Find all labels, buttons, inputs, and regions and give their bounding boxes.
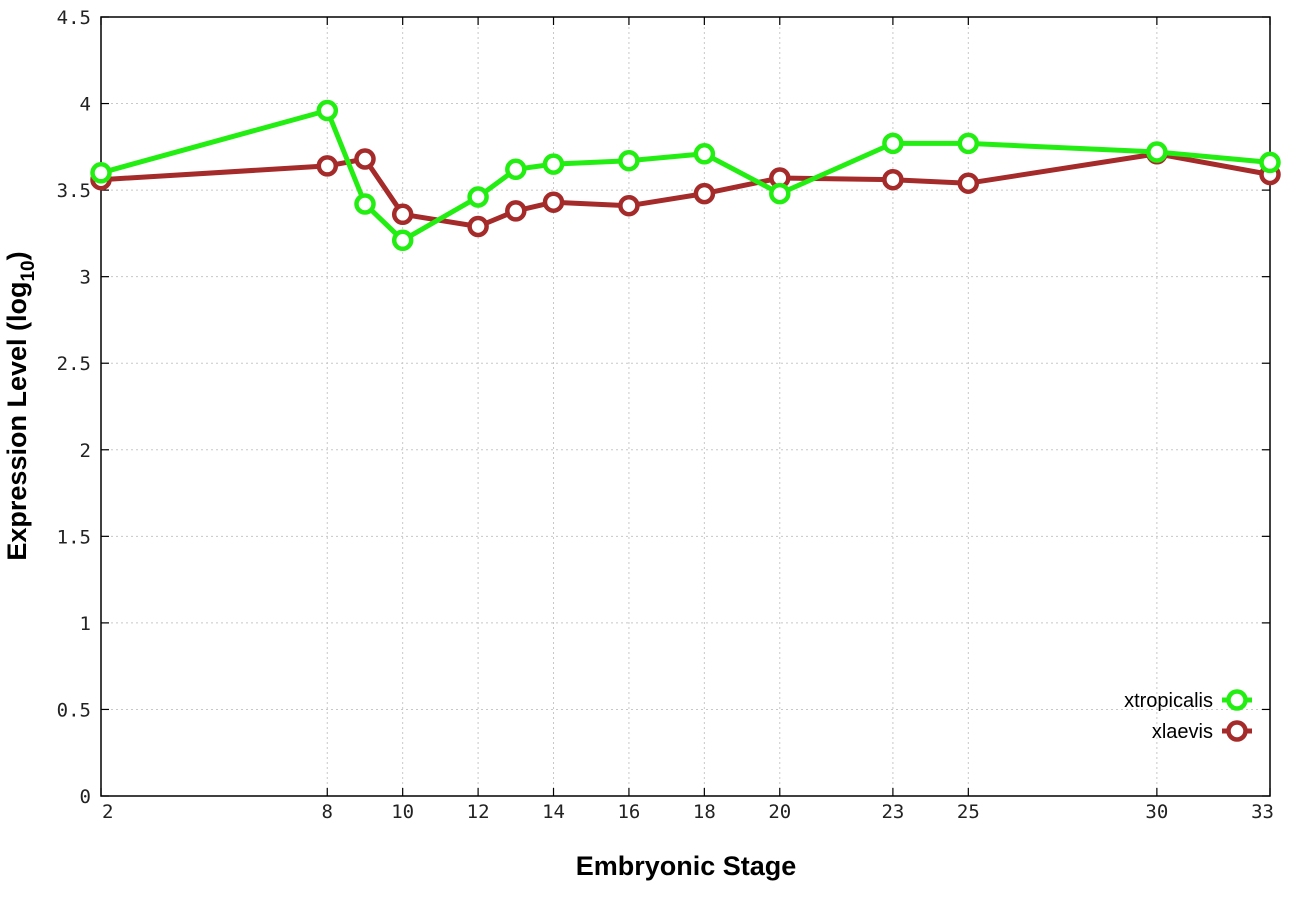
y-tick-label: 3.5 — [57, 180, 91, 202]
series-line-xtropicalis — [100, 108, 1271, 243]
x-tick-label: 2 — [102, 801, 113, 823]
y-tick-label: 0.5 — [57, 699, 91, 721]
series-xtropicalis — [90, 99, 1281, 252]
data-point-xtropicalis — [1259, 151, 1281, 174]
legend-label: xtropicalis — [1124, 690, 1213, 712]
data-point-xlaevis — [618, 194, 640, 217]
x-tick-label: 30 — [1145, 801, 1168, 823]
data-point-xtropicalis — [542, 153, 565, 175]
x-tick-label: 25 — [957, 801, 980, 823]
y-tick-label: 4 — [80, 94, 91, 116]
data-point-xtropicalis — [957, 132, 980, 155]
data-point-xtropicalis — [505, 158, 527, 181]
data-point-xtropicalis — [391, 229, 414, 252]
data-point-xlaevis — [542, 191, 565, 213]
y-tick-label: 0 — [80, 786, 91, 808]
data-point-xlaevis — [467, 215, 489, 238]
data-point-xtropicalis — [1146, 141, 1168, 163]
plot-frame — [100, 16, 1271, 797]
y-tick-label: 1.5 — [57, 526, 91, 548]
x-tick-label: 33 — [1251, 801, 1274, 823]
data-point-xlaevis — [957, 172, 980, 194]
series-layer — [90, 99, 1281, 252]
x-tick-label: 12 — [467, 801, 490, 823]
x-tick-labels: 2 8 10 12 14 16 18 20 23 25 30 33 — [102, 801, 1274, 823]
axis-ticks — [100, 16, 1271, 797]
data-point-xlaevis — [354, 148, 376, 170]
y-tick-label: 2.5 — [57, 353, 91, 375]
data-point-xtropicalis — [354, 193, 376, 215]
data-point-xlaevis — [882, 168, 904, 191]
data-point-xtropicalis — [882, 132, 904, 155]
data-point-xtropicalis — [769, 182, 791, 205]
series-xlaevis — [90, 143, 1281, 238]
series-line-xlaevis — [100, 151, 1271, 229]
data-point-xlaevis — [505, 200, 527, 222]
y-axis-title-close: ) — [2, 251, 32, 260]
data-point-xlaevis — [391, 203, 414, 226]
y-axis-title: Expression Level (log10) — [2, 251, 39, 560]
x-tick-label: 8 — [322, 801, 333, 823]
legend-item-xtropicalis: xtropicalis — [1124, 689, 1252, 712]
x-tick-label: 20 — [768, 801, 791, 823]
y-axis-title-subscript: 10 — [18, 260, 39, 281]
data-point-xtropicalis — [90, 162, 112, 184]
x-tick-label: 18 — [693, 801, 716, 823]
y-tick-label: 1 — [80, 613, 91, 635]
data-point-xlaevis — [316, 155, 339, 177]
y-tick-label: 4.5 — [57, 7, 91, 29]
y-tick-labels: 0 0.5 1 1.5 2 2.5 3 3.5 4 4.5 — [57, 7, 91, 808]
grid — [101, 17, 1270, 796]
x-tick-label: 10 — [391, 801, 414, 823]
legend-marker — [1226, 720, 1248, 742]
data-point-xtropicalis — [693, 143, 716, 165]
data-point-xtropicalis — [618, 149, 640, 172]
legend-item-xlaevis: xlaevis — [1152, 720, 1252, 743]
x-tick-label: 16 — [617, 801, 640, 823]
y-axis-title-main: Expression Level (log — [2, 282, 32, 561]
data-point-xlaevis — [693, 182, 716, 205]
data-point-xtropicalis — [467, 186, 489, 208]
data-point-xtropicalis — [316, 99, 339, 122]
legend: xtropicalis xlaevis — [1124, 689, 1252, 743]
x-axis-title: Embryonic Stage — [576, 851, 797, 881]
y-tick-label: 2 — [80, 440, 91, 462]
x-tick-label: 14 — [542, 801, 565, 823]
legend-marker — [1226, 689, 1248, 711]
x-tick-label: 23 — [881, 801, 904, 823]
y-tick-label: 3 — [80, 267, 91, 289]
legend-label: xlaevis — [1152, 721, 1213, 743]
